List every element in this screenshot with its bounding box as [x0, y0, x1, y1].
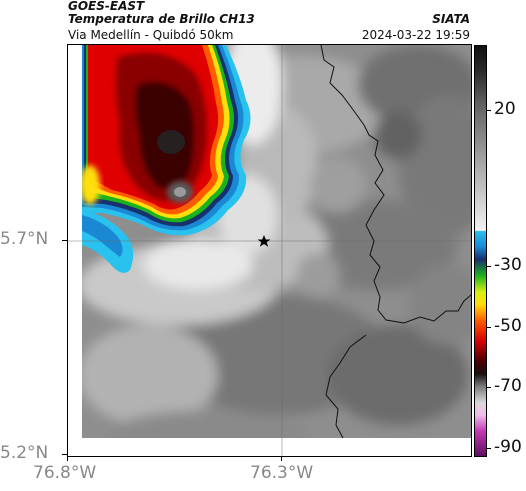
- x-tick-mark: [281, 456, 282, 461]
- y-tick-label: 5.2°N: [0, 443, 49, 463]
- y-tick-mark: [62, 240, 67, 241]
- product-title: Temperatura de Brillo CH13: [68, 12, 255, 26]
- x-tick-mark: [67, 456, 68, 461]
- colorbar-tick: [486, 266, 491, 267]
- department-boundary: [320, 45, 471, 324]
- colorbar-label: -90: [494, 437, 522, 457]
- satellite-title: GOES-EAST: [68, 0, 145, 13]
- x-tick-label: 76.8°W: [33, 463, 97, 483]
- map-canvas: [68, 45, 471, 456]
- convective-cell: [80, 45, 251, 273]
- no-data-strip-bottom: [68, 438, 471, 456]
- colorbar-tick: [486, 327, 491, 328]
- colorbar-tick: [486, 110, 491, 111]
- colorbar-tick: [486, 387, 491, 388]
- colorbar-label: -30: [494, 255, 522, 275]
- region-subtitle: Via Medellín - Quibdó 50km: [68, 28, 234, 42]
- temperature-colorbar: [474, 45, 487, 457]
- satellite-map[interactable]: [67, 44, 472, 457]
- y-tick-mark: [62, 454, 67, 455]
- y-tick-label: 5.7°N: [0, 229, 49, 249]
- colorbar-label: 20: [494, 99, 516, 119]
- source-label: SIATA: [432, 12, 470, 26]
- datetime-label: 2024-03-22 19:59: [361, 28, 470, 42]
- no-data-strip-left: [68, 45, 82, 456]
- colorbar-tick: [486, 448, 491, 449]
- star-marker[interactable]: [257, 235, 271, 247]
- colorbar-label: -50: [494, 316, 522, 336]
- boundary-segment-south: [325, 334, 367, 439]
- colorbar-label: -70: [494, 376, 522, 396]
- x-tick-label: 76.3°W: [250, 463, 314, 483]
